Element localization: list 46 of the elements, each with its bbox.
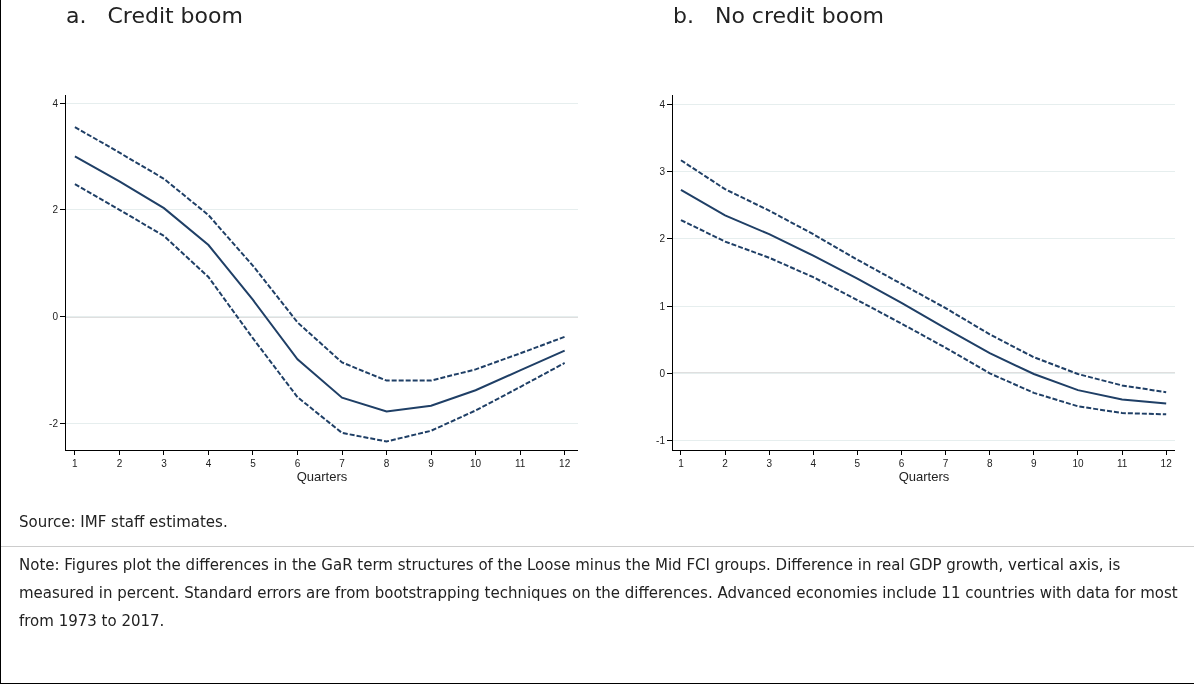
x-tick-label: 4 [205, 458, 212, 469]
line-series [73, 183, 566, 443]
x-axis-title: Quarters [898, 469, 950, 484]
y-tick-label: 0 [659, 367, 666, 379]
text: Note: Figures plot the differences in the GaR term structures of the Loose minus the Mid FCI groups. Difference in real GDP growth, vertical axis, is measured in percent. Standard errors are from bootstrapping techniques on the differences. Advanced economies include 11 countries with data for most from 1973 to 2017. [19, 555, 1179, 632]
x-tick-label: 2 [722, 458, 729, 469]
x-tick-label: 5 [250, 458, 257, 469]
y-tick-label: -2 [49, 417, 59, 429]
x-tick-label: 3 [766, 458, 773, 469]
y-tick-label: 4 [659, 98, 666, 110]
x-tick-label: 8 [383, 458, 390, 469]
x-tick-label: 10 [470, 458, 482, 469]
line-series [679, 219, 1168, 416]
x-tick-label: 10 [1072, 458, 1084, 469]
x-tick-label: 2 [116, 458, 123, 469]
x-tick-label: 9 [1031, 458, 1038, 469]
x-tick-label: 11 [1116, 458, 1128, 469]
x-tick-label: 6 [294, 458, 301, 469]
x-tick-label: 12 [559, 458, 571, 469]
source-note: Source: IMF staff estimates. [19, 512, 229, 533]
line-series [679, 188, 1168, 405]
chart-title: a. Credit boom [66, 2, 243, 28]
y-tick-label: -1 [656, 435, 666, 447]
x-tick-label: 3 [161, 458, 168, 469]
x-tick-label: 9 [428, 458, 435, 469]
y-tick-label: 1 [659, 300, 666, 312]
x-tick-label: 7 [942, 458, 949, 469]
x-tick-label: 1 [72, 458, 79, 469]
line-series [73, 155, 566, 413]
x-tick-label: 5 [854, 458, 861, 469]
x-tick-label: 7 [339, 458, 346, 469]
x-tick-label: 8 [986, 458, 993, 469]
x-axis-title: Quarters [296, 469, 348, 484]
y-tick-label: 2 [659, 233, 666, 245]
y-tick-label: 4 [52, 97, 59, 109]
line-series [73, 126, 566, 382]
y-tick-label: 0 [52, 311, 59, 323]
x-tick-label: 1 [678, 458, 685, 469]
chart-title: b. No credit boom [673, 2, 885, 28]
y-tick-label: 3 [659, 166, 666, 178]
x-tick-label: 12 [1160, 458, 1173, 469]
x-tick-label: 6 [898, 458, 905, 469]
x-tick-label: 4 [810, 458, 817, 469]
line-series [679, 159, 1168, 394]
y-tick-label: 2 [52, 204, 59, 216]
x-tick-label: 11 [514, 458, 526, 469]
